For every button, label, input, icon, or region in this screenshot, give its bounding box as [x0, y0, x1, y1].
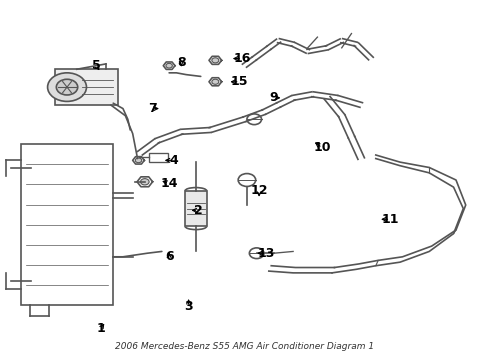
- Circle shape: [140, 179, 149, 185]
- Text: 6: 6: [164, 250, 173, 263]
- Circle shape: [211, 58, 218, 63]
- Text: 14: 14: [160, 177, 178, 190]
- Bar: [21, 144, 113, 305]
- Circle shape: [135, 158, 142, 163]
- Circle shape: [165, 63, 172, 68]
- Text: 4: 4: [169, 154, 178, 167]
- Text: 11: 11: [381, 213, 398, 226]
- Text: 10: 10: [313, 141, 330, 154]
- Text: 2: 2: [194, 204, 202, 217]
- Text: 1: 1: [97, 322, 105, 335]
- Circle shape: [56, 79, 78, 95]
- Bar: [55, 69, 118, 105]
- Text: 8: 8: [177, 55, 185, 69]
- Text: 13: 13: [257, 247, 275, 260]
- Bar: [148, 153, 168, 162]
- Bar: [185, 191, 206, 226]
- Text: 16: 16: [233, 52, 250, 65]
- Text: 3: 3: [184, 300, 192, 313]
- Text: 9: 9: [269, 91, 277, 104]
- Text: 15: 15: [230, 75, 248, 88]
- Text: 2006 Mercedes-Benz S55 AMG Air Conditioner Diagram 1: 2006 Mercedes-Benz S55 AMG Air Condition…: [115, 342, 373, 351]
- Text: 7: 7: [147, 102, 156, 115]
- Circle shape: [47, 73, 86, 102]
- Text: 5: 5: [92, 59, 101, 72]
- Circle shape: [211, 79, 218, 84]
- Text: 12: 12: [250, 184, 267, 197]
